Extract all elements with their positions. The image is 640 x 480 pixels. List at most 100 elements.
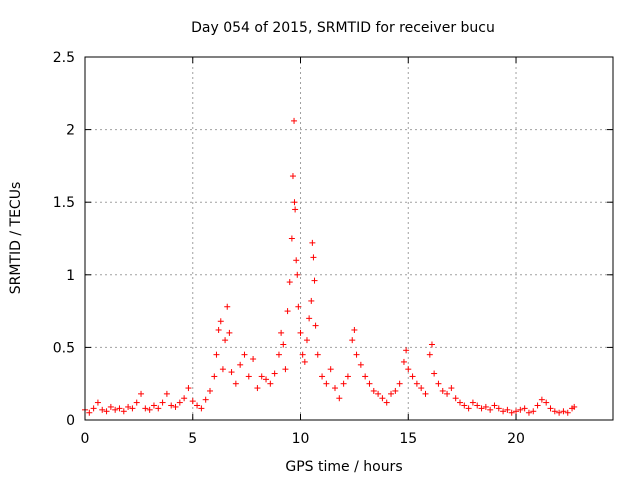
- data-point: [107, 403, 114, 410]
- data-point: [258, 373, 265, 380]
- data-point: [331, 385, 338, 392]
- data-point: [232, 380, 239, 387]
- data-point: [176, 399, 183, 406]
- data-point: [448, 385, 455, 392]
- y-tick-label: 2.5: [53, 50, 75, 66]
- data-point: [538, 396, 545, 403]
- data-point: [280, 341, 287, 348]
- data-point: [530, 408, 537, 415]
- data-point: [400, 358, 407, 365]
- data-point: [215, 326, 222, 333]
- data-point: [435, 380, 442, 387]
- data-point: [556, 409, 563, 416]
- data-point: [146, 406, 153, 413]
- x-tick-label: 0: [81, 431, 90, 447]
- x-axis-label: GPS time / hours: [285, 459, 402, 475]
- data-point: [293, 257, 300, 264]
- data-point: [288, 235, 295, 242]
- data-points: [82, 117, 578, 416]
- data-point: [250, 356, 257, 363]
- y-tick-label: 0.5: [53, 340, 75, 356]
- data-point: [405, 366, 412, 373]
- data-point: [461, 402, 468, 409]
- data-point: [513, 408, 520, 415]
- data-point: [413, 380, 420, 387]
- data-point: [311, 277, 318, 284]
- y-tick-label: 2: [66, 123, 75, 139]
- x-tick-label: 20: [507, 431, 525, 447]
- data-point: [289, 173, 296, 180]
- data-point: [351, 326, 358, 333]
- data-point: [142, 405, 149, 412]
- data-point: [163, 390, 170, 397]
- data-point: [314, 351, 321, 358]
- data-point: [504, 406, 511, 413]
- data-point: [409, 373, 416, 380]
- data-point: [439, 387, 446, 394]
- data-point: [379, 395, 386, 402]
- data-point: [571, 403, 578, 410]
- data-point: [150, 402, 157, 409]
- data-point: [383, 399, 390, 406]
- y-tick-label: 1.5: [53, 195, 75, 211]
- data-point: [392, 387, 399, 394]
- data-point: [275, 351, 282, 358]
- data-point: [306, 315, 313, 322]
- data-point: [456, 399, 463, 406]
- data-point: [278, 329, 285, 336]
- y-tick-label: 1: [66, 268, 75, 284]
- data-point: [551, 408, 558, 415]
- data-point: [344, 373, 351, 380]
- data-point: [224, 303, 231, 310]
- data-point: [482, 403, 489, 410]
- data-point: [286, 279, 293, 286]
- data-point: [495, 405, 502, 412]
- data-point: [310, 254, 317, 261]
- data-point: [303, 337, 310, 344]
- data-point: [211, 373, 218, 380]
- data-point: [403, 347, 410, 354]
- data-point: [336, 395, 343, 402]
- data-point: [340, 380, 347, 387]
- data-point: [120, 408, 127, 415]
- data-point: [267, 380, 274, 387]
- data-point: [349, 337, 356, 344]
- data-point: [222, 337, 229, 344]
- data-point: [508, 409, 515, 416]
- data-point: [271, 370, 278, 377]
- data-point: [353, 351, 360, 358]
- data-point: [444, 390, 451, 397]
- data-point: [181, 395, 188, 402]
- data-point: [138, 390, 145, 397]
- data-point: [284, 308, 291, 315]
- data-point: [301, 358, 308, 365]
- data-point: [294, 271, 301, 278]
- data-point: [426, 351, 433, 358]
- data-point: [116, 405, 123, 412]
- y-tick-label: 0: [66, 413, 75, 429]
- data-point: [292, 206, 299, 213]
- data-point: [159, 399, 166, 406]
- data-point: [103, 408, 110, 415]
- data-point: [291, 199, 298, 206]
- data-point: [517, 406, 524, 413]
- data-point: [228, 369, 235, 376]
- y-axis-label: SRMTID / TECUs: [8, 182, 24, 295]
- data-point: [452, 395, 459, 402]
- data-point: [375, 390, 382, 397]
- grid-lines: [85, 57, 613, 420]
- data-point: [422, 390, 429, 397]
- data-point: [237, 361, 244, 368]
- data-point: [291, 117, 298, 124]
- data-point: [155, 405, 162, 412]
- data-point: [560, 408, 567, 415]
- data-point: [309, 239, 316, 246]
- data-point: [99, 406, 106, 413]
- chart-title: Day 054 of 2015, SRMTID for receiver buc…: [191, 20, 495, 36]
- data-point: [112, 406, 119, 413]
- data-point: [521, 405, 528, 412]
- data-point: [366, 380, 373, 387]
- data-point: [129, 405, 136, 412]
- tick-marks: 0 5 10 15 20 0 0.5 1 1.5 2 2.5: [53, 50, 613, 447]
